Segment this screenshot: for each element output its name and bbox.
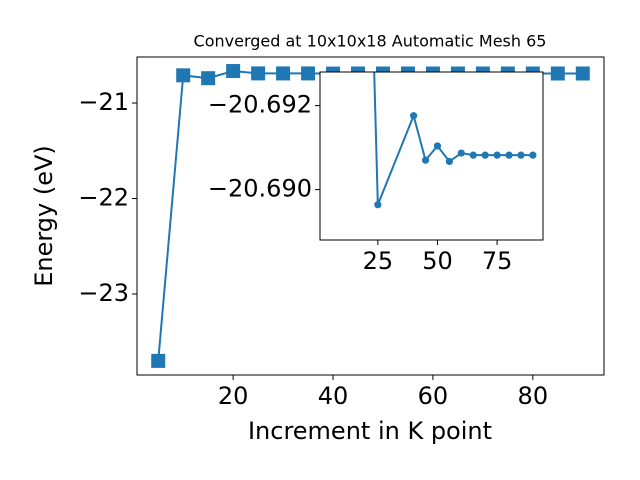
x-tick-label: 80 xyxy=(518,382,549,410)
axes-frame xyxy=(319,71,544,241)
y-tick-label: −20.690 xyxy=(208,175,312,203)
data-point xyxy=(493,151,501,159)
x-tick-label: 75 xyxy=(482,247,513,275)
y-tick-label: −20.692 xyxy=(208,91,312,119)
x-tick-label: 25 xyxy=(363,247,394,275)
y-tick-label: −23 xyxy=(78,279,129,307)
data-point xyxy=(151,353,166,368)
data-point xyxy=(251,66,266,81)
data-point xyxy=(505,151,513,159)
plot-area xyxy=(373,72,537,209)
y-tick-label: −22 xyxy=(78,184,129,212)
data-point xyxy=(201,71,216,86)
data-point xyxy=(457,149,465,157)
y-tick-label: −21 xyxy=(78,88,129,116)
y-axis-label: Energy (eV) xyxy=(30,145,58,287)
data-point xyxy=(469,151,477,159)
x-tick-label: 20 xyxy=(218,382,249,410)
chart-title: Converged at 10x10x18 Automatic Mesh 65 xyxy=(194,32,547,51)
data-point xyxy=(433,142,442,150)
x-tick-label: 60 xyxy=(418,382,449,410)
x-tick-label: 50 xyxy=(422,247,453,275)
data-point xyxy=(410,112,418,120)
data-point xyxy=(176,68,191,83)
data-point xyxy=(529,151,537,159)
data-point xyxy=(550,66,565,81)
data-point xyxy=(481,151,489,159)
data-point xyxy=(226,64,241,79)
axes-frame xyxy=(136,56,605,376)
data-point xyxy=(374,201,382,209)
data-point xyxy=(517,151,525,159)
data-point xyxy=(445,157,453,166)
x-tick-label: 40 xyxy=(318,382,349,410)
x-axis-label: Increment in K point xyxy=(248,417,492,445)
data-point xyxy=(421,156,430,164)
data-point xyxy=(301,66,316,81)
data-point xyxy=(276,66,291,81)
data-point xyxy=(575,66,590,81)
